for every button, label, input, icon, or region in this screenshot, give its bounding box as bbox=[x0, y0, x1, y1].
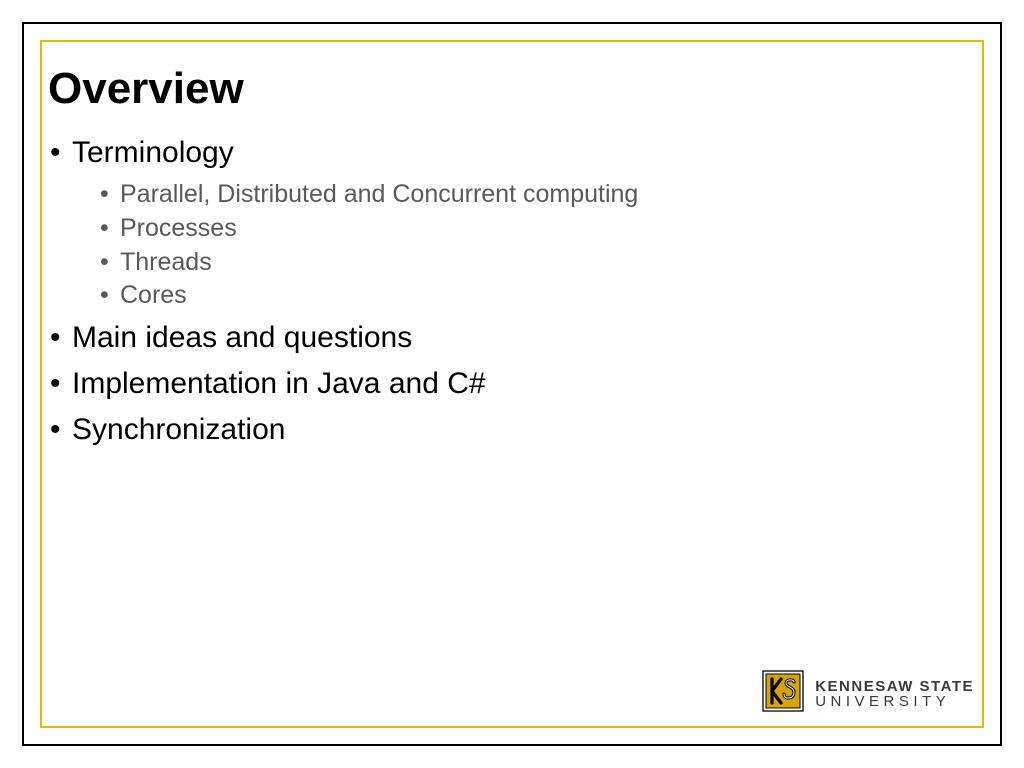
slide-title: Overview bbox=[48, 64, 976, 114]
slide: Overview Terminology Parallel, Distribut… bbox=[0, 0, 1024, 768]
bullet-item: Synchronization bbox=[48, 409, 976, 451]
university-logo: KENNESAW STATE UNIVERSITY bbox=[761, 669, 974, 718]
bullet-item: Main ideas and questions bbox=[48, 317, 976, 359]
bullet-text: Implementation in Java and C# bbox=[72, 367, 486, 400]
slide-content: Overview Terminology Parallel, Distribut… bbox=[48, 64, 976, 455]
bullet-item: Implementation in Java and C# bbox=[48, 363, 976, 405]
bullet-text: Main ideas and questions bbox=[72, 321, 412, 354]
sub-bullet-text: Threads bbox=[120, 248, 212, 276]
bullet-list: Terminology Parallel, Distributed and Co… bbox=[48, 132, 976, 451]
sub-bullet-item: Processes bbox=[100, 212, 976, 246]
sub-bullet-item: Cores bbox=[100, 279, 976, 313]
logo-text: KENNESAW STATE UNIVERSITY bbox=[815, 679, 974, 709]
logo-line2: UNIVERSITY bbox=[815, 694, 974, 709]
ks-monogram-icon bbox=[761, 669, 805, 718]
sub-bullet-text: Parallel, Distributed and Concurrent com… bbox=[120, 180, 638, 208]
sub-bullet-text: Cores bbox=[120, 281, 187, 309]
logo-line1: KENNESAW STATE bbox=[815, 679, 974, 694]
sub-bullet-item: Parallel, Distributed and Concurrent com… bbox=[100, 178, 976, 212]
sub-bullet-list: Parallel, Distributed and Concurrent com… bbox=[72, 178, 976, 313]
bullet-text: Synchronization bbox=[72, 413, 285, 446]
sub-bullet-text: Processes bbox=[120, 214, 237, 242]
sub-bullet-item: Threads bbox=[100, 246, 976, 280]
bullet-item: Terminology Parallel, Distributed and Co… bbox=[48, 132, 976, 313]
bullet-text: Terminology bbox=[72, 136, 234, 169]
